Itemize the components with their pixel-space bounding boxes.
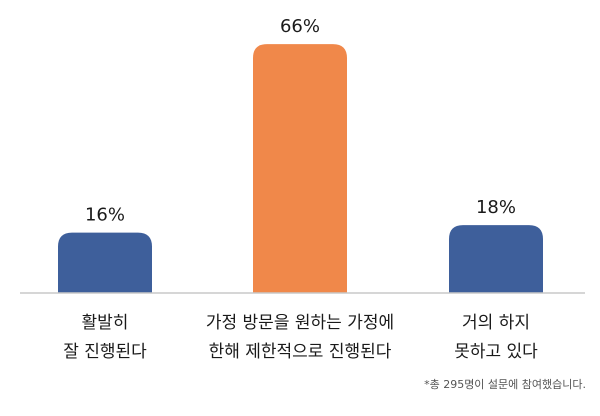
data-label-1: 16% bbox=[85, 205, 125, 226]
data-label-3: 18% bbox=[476, 197, 516, 218]
bar-2 bbox=[253, 44, 347, 294]
survey-footnote: *총 295명이 설문에 참여했습니다. bbox=[424, 378, 586, 391]
category-label-3-line-2: 못하고 있다 bbox=[454, 342, 538, 362]
category-label-2-line-1: 가정 방문을 원하는 가정에 bbox=[205, 313, 395, 333]
category-label-3-line-1: 거의 하지 bbox=[462, 313, 530, 333]
bar-1 bbox=[58, 232, 152, 293]
category-label-3: 거의 하지 못하고 있다 bbox=[396, 309, 596, 367]
category-label-2: 가정 방문을 원하는 가정에 한해 제한적으로 진행된다 bbox=[200, 309, 400, 367]
bar-3 bbox=[449, 225, 543, 293]
data-labels-layer: 16% 66% 18% bbox=[85, 16, 516, 226]
category-label-1: 활발히 잘 진행된다 bbox=[5, 309, 205, 367]
category-label-2-line-2: 한해 제한적으로 진행된다 bbox=[208, 342, 392, 362]
category-label-1-line-2: 잘 진행된다 bbox=[63, 342, 147, 362]
bars-layer bbox=[58, 44, 543, 294]
data-label-2: 66% bbox=[280, 16, 320, 37]
category-label-1-line-1: 활발히 bbox=[81, 313, 129, 333]
